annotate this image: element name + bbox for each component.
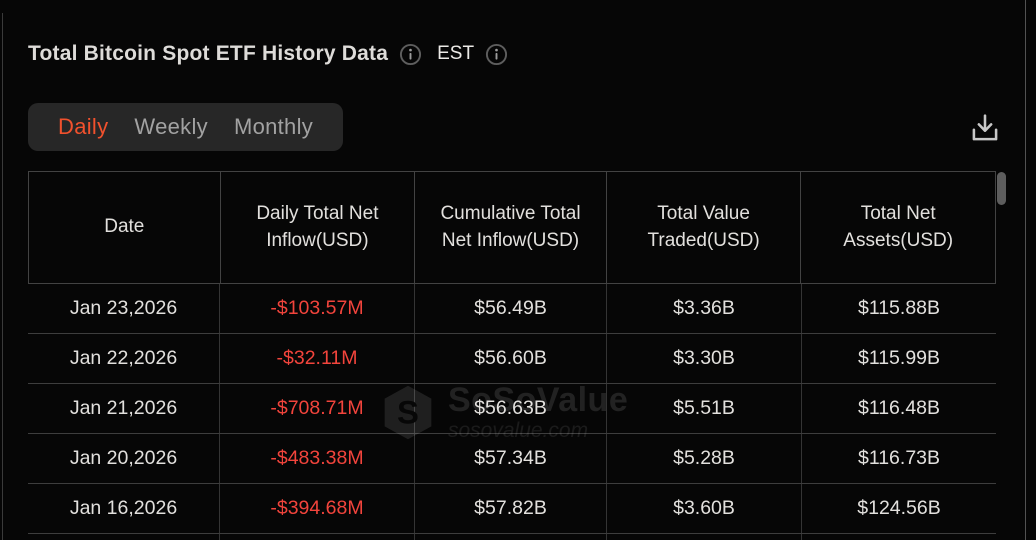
cell-net-assets: $115.99B (857, 347, 941, 369)
timezone-label: EST (437, 43, 475, 64)
table-row: Jan 20,2026 -$483.38M $57.34B $5.28B $11… (28, 434, 996, 484)
period-tab-bar: Daily Weekly Monthly (28, 103, 344, 151)
cell-cumulative-net-inflow: $56.49B (415, 284, 607, 333)
info-icon[interactable] (399, 43, 422, 66)
cell-daily-net-inflow: -$708.71M (220, 384, 415, 433)
cell-value-traded: $3.36B (607, 284, 802, 333)
table-row-partial (28, 534, 996, 540)
table-row: Jan 22,2026 -$32.11M $56.60B $3.30B $115… (28, 334, 996, 384)
cell-cumulative-net-inflow: $56.60B (415, 334, 607, 383)
cell-daily-net-inflow: -$103.57M (220, 284, 415, 333)
column-header-cumulative-net-inflow: Cumulative Total Net Inflow(USD) (415, 172, 607, 283)
cell-net-assets: $115.88B (857, 297, 941, 319)
column-header-daily-net-inflow: Daily Total Net Inflow(USD) (221, 172, 416, 283)
table-scrollbar-thumb[interactable] (997, 172, 1006, 205)
cell-value-traded: $5.51B (607, 384, 802, 433)
cell-net-assets: $116.73B (857, 447, 941, 469)
cell-value-traded: $3.60B (607, 484, 802, 533)
cell-value-traded: $3.30B (607, 334, 802, 383)
cell-net-assets: $116.48B (857, 397, 941, 419)
download-button[interactable] (964, 107, 1006, 149)
table-row: Jan 16,2026 -$394.68M $57.82B $3.60B $12… (28, 484, 996, 534)
column-header-net-assets: Total Net Assets(USD) (843, 202, 954, 251)
tab-monthly[interactable]: Monthly (233, 114, 314, 139)
cell-net-assets: $124.56B (857, 497, 941, 519)
window-scrollbar-track-border (1025, 0, 1026, 540)
cell-value-traded: $5.28B (607, 434, 802, 483)
table-row: Jan 21,2026 -$708.71M $56.63B $5.51B $11… (28, 384, 996, 434)
tab-weekly[interactable]: Weekly (134, 114, 208, 139)
cell-cumulative-net-inflow: $57.82B (415, 484, 607, 533)
cell-date: Jan 20,2026 (28, 434, 220, 483)
table-row: Jan 23,2026 -$103.57M $56.49B $3.36B $11… (28, 284, 996, 334)
title-row: Total Bitcoin Spot ETF History Data EST (28, 42, 508, 66)
timezone-info-icon[interactable] (485, 43, 508, 66)
cell-daily-net-inflow: -$483.38M (220, 434, 415, 483)
cell-cumulative-net-inflow: $56.63B (415, 384, 607, 433)
cell-date: Jan 22,2026 (28, 334, 220, 383)
table-header-row: Date Daily Total Net Inflow(USD) Cumulat… (28, 171, 996, 284)
etf-history-table: Date Daily Total Net Inflow(USD) Cumulat… (28, 171, 996, 540)
tab-daily[interactable]: Daily (58, 114, 109, 139)
cell-date: Jan 23,2026 (28, 284, 220, 333)
page-title: Total Bitcoin Spot ETF History Data (28, 42, 389, 65)
cell-date: Jan 21,2026 (28, 384, 220, 433)
cell-cumulative-net-inflow: $57.34B (415, 434, 607, 483)
column-header-value-traded: Total Value Traded(USD) (607, 172, 802, 283)
download-icon (967, 110, 1003, 146)
panel-left-border (2, 13, 3, 540)
column-header-date: Date (29, 172, 221, 283)
cell-daily-net-inflow: -$32.11M (220, 334, 415, 383)
cell-daily-net-inflow: -$394.68M (220, 484, 415, 533)
cell-date: Jan 16,2026 (28, 484, 220, 533)
